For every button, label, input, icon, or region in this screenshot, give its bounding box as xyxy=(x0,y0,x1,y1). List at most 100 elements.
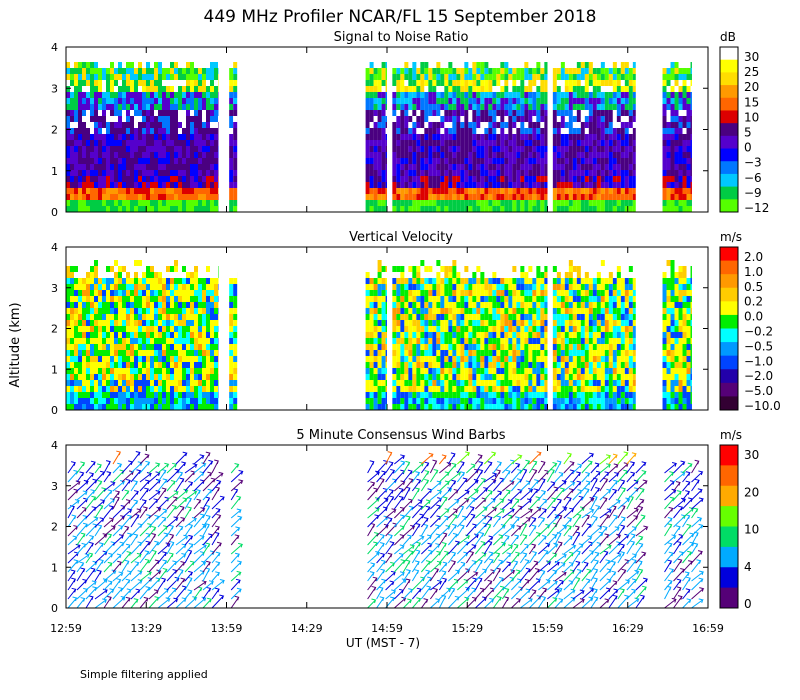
vertical-velocity-cell xyxy=(229,320,234,326)
vertical-velocity-cell xyxy=(82,332,86,338)
vertical-velocity-cell xyxy=(552,266,557,272)
snr-cell xyxy=(504,206,509,212)
snr-cell xyxy=(628,98,633,104)
vertical-velocity-cell xyxy=(444,338,449,344)
snr-cell xyxy=(556,122,561,128)
snr-cell xyxy=(600,98,605,104)
vertical-velocity-cell xyxy=(464,404,469,410)
snr-cell xyxy=(508,98,513,104)
vertical-velocity-cell xyxy=(138,326,142,332)
snr-cell xyxy=(484,140,489,146)
vertical-velocity-cell xyxy=(404,308,409,314)
vertical-velocity-cell xyxy=(392,308,397,314)
vertical-velocity-cell xyxy=(146,398,150,404)
snr-cell xyxy=(456,122,461,128)
snr-cell xyxy=(122,104,126,110)
vertical-velocity-cell xyxy=(186,386,190,392)
vertical-velocity-cell xyxy=(66,362,70,368)
snr-cell xyxy=(408,164,413,170)
vertical-velocity-cell xyxy=(70,386,74,392)
snr-cell xyxy=(90,152,94,158)
vertical-velocity-cell xyxy=(170,380,174,386)
snr-cell xyxy=(432,92,437,98)
snr-cell xyxy=(468,98,473,104)
snr-cell xyxy=(162,170,166,176)
snr-cell xyxy=(365,152,370,158)
vertical-velocity-cell xyxy=(424,284,429,290)
snr-cell xyxy=(142,104,146,110)
snr-cell xyxy=(377,158,382,164)
snr-cell xyxy=(552,122,557,128)
snr-cell xyxy=(166,206,170,212)
snr-cell xyxy=(206,86,210,92)
snr-field xyxy=(66,62,692,212)
vertical-velocity-cell xyxy=(484,338,489,344)
snr-cell xyxy=(150,194,154,200)
snr-cell xyxy=(98,158,102,164)
vertical-velocity-cell xyxy=(102,320,106,326)
vertical-velocity-cell xyxy=(452,356,457,362)
vertical-velocity-cell xyxy=(82,284,86,290)
snr-cell xyxy=(198,86,202,92)
snr-cell xyxy=(186,194,190,200)
snr-cell xyxy=(448,170,453,176)
vertical-velocity-cell xyxy=(122,344,126,350)
snr-cell xyxy=(420,158,425,164)
snr-cell xyxy=(408,122,413,128)
snr-cell xyxy=(666,110,671,116)
snr-cell xyxy=(500,68,505,74)
snr-cell xyxy=(572,134,577,140)
vertical-velocity-cell xyxy=(480,332,485,338)
snr-cell xyxy=(432,170,437,176)
vertical-velocity-cell xyxy=(373,386,378,392)
snr-cell xyxy=(424,116,429,122)
snr-cell xyxy=(233,74,238,80)
snr-cell xyxy=(98,152,102,158)
snr-cell xyxy=(385,164,387,170)
snr-cell xyxy=(142,146,146,152)
snr-cell xyxy=(516,128,521,134)
vertical-velocity-cell xyxy=(480,278,485,284)
vertical-velocity-cell xyxy=(233,380,238,386)
vertical-velocity-cell xyxy=(377,338,382,344)
vertical-velocity-cell xyxy=(544,398,548,404)
snr-cell xyxy=(82,104,86,110)
vertical-velocity-cell xyxy=(408,302,413,308)
snr-cell xyxy=(592,86,597,92)
snr-cell xyxy=(106,152,110,158)
snr-cell xyxy=(74,200,78,206)
vertical-velocity-cell xyxy=(214,368,218,374)
vertical-velocity-cell xyxy=(369,338,374,344)
snr-cell xyxy=(400,122,405,128)
vertical-velocity-cell xyxy=(552,356,557,362)
vertical-velocity-cell xyxy=(126,284,130,290)
vertical-velocity-cell xyxy=(202,332,206,338)
snr-cell xyxy=(381,152,386,158)
vertical-velocity-cell xyxy=(150,290,154,296)
snr-cell xyxy=(412,80,417,86)
colorbar-swatch xyxy=(720,148,738,162)
vertical-velocity-cell xyxy=(365,350,370,356)
vertical-velocity-cell xyxy=(86,320,90,326)
vertical-velocity-cell xyxy=(233,332,238,338)
snr-cell xyxy=(198,206,202,212)
snr-cell xyxy=(572,146,577,152)
vertical-velocity-cell xyxy=(162,398,166,404)
snr-cell xyxy=(532,170,537,176)
snr-cell xyxy=(233,110,238,116)
snr-cell xyxy=(436,104,441,110)
vertical-velocity-cell xyxy=(122,290,126,296)
snr-cell xyxy=(229,158,234,164)
vertical-velocity-cell xyxy=(400,344,405,350)
vertical-velocity-cell xyxy=(452,350,457,356)
snr-cell xyxy=(596,104,601,110)
vertical-velocity-cell xyxy=(94,404,98,410)
vertical-velocity-cell xyxy=(385,344,387,350)
vertical-velocity-cell xyxy=(66,266,70,272)
vertical-velocity-cell xyxy=(440,326,445,332)
snr-cell xyxy=(476,164,481,170)
snr-cell xyxy=(392,158,397,164)
snr-cell xyxy=(229,140,234,146)
snr-cell xyxy=(416,152,421,158)
snr-cell xyxy=(365,188,370,194)
